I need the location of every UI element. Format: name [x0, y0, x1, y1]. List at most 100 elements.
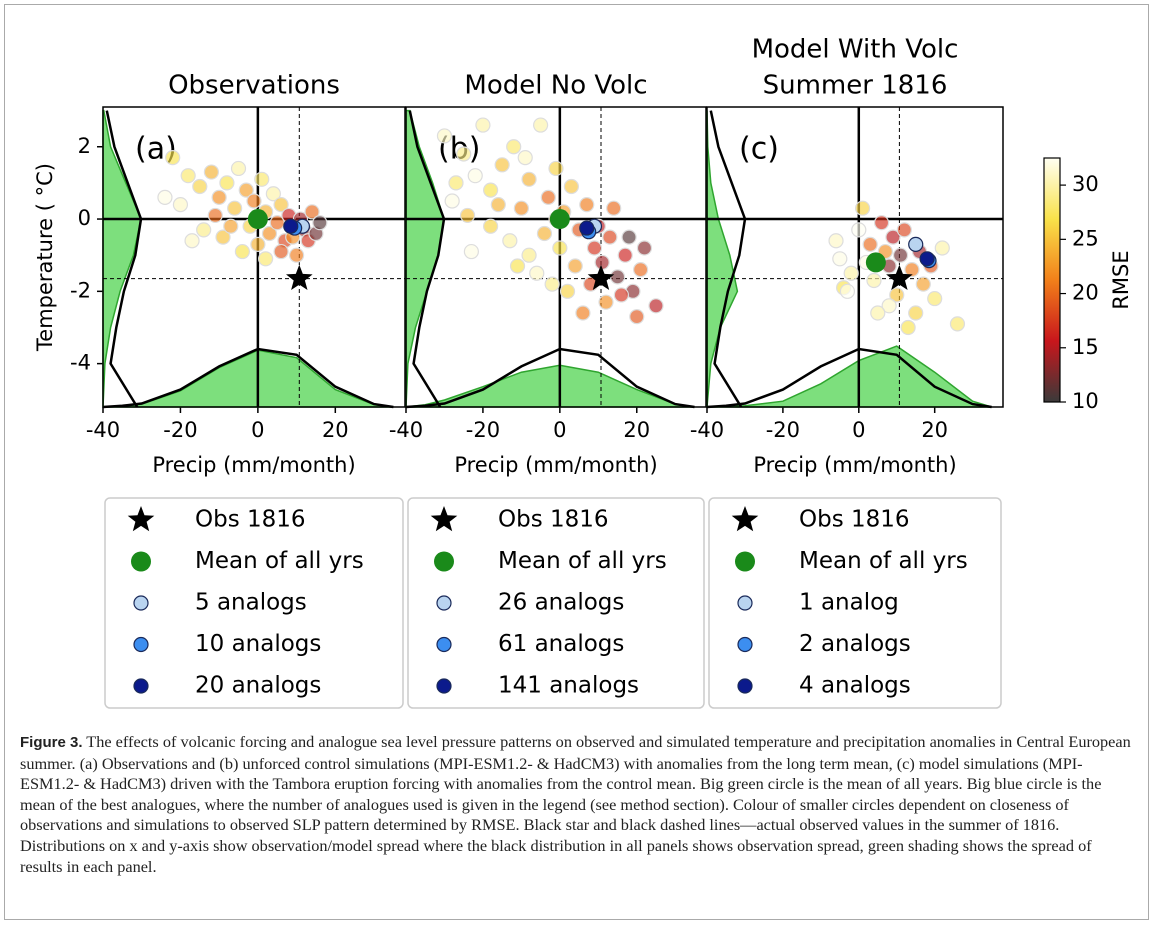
- rmse-point: [949, 316, 966, 332]
- legend-label: Obs 1816: [498, 507, 609, 533]
- figure-frame: [4, 4, 1149, 920]
- rmse-point: [203, 164, 220, 180]
- circle-marker: [247, 209, 268, 230]
- legend-label: 61 analogs: [498, 631, 624, 657]
- rmse-point: [219, 175, 235, 191]
- panel-title: Observations: [168, 71, 340, 101]
- circle-marker: [865, 252, 886, 273]
- rmse-point: [606, 200, 622, 216]
- colorbar-tick-label: 15: [1072, 335, 1099, 359]
- colorbar-tick-label: 25: [1072, 226, 1099, 250]
- rmse-point: [873, 215, 890, 231]
- rmse-point: [866, 272, 882, 289]
- axes-frame: [706, 106, 1004, 408]
- rmse-point: [304, 204, 320, 220]
- rmse-point: [436, 128, 453, 144]
- legend-label: Mean of all yrs: [498, 548, 667, 574]
- colorbar-label: RMSE: [1109, 250, 1133, 309]
- x-tick-label: 0: [852, 418, 865, 442]
- legend-marker: [434, 551, 454, 572]
- rmse-point: [223, 218, 239, 234]
- rmse-point: [854, 200, 871, 216]
- rmse-point: [172, 196, 189, 213]
- legend-label: 4 analogs: [799, 673, 911, 699]
- legend-marker: [737, 636, 753, 653]
- rmse-point: [828, 233, 844, 249]
- legend-label: Obs 1816: [799, 507, 910, 533]
- rmse-point: [238, 182, 254, 198]
- rmse-point: [548, 160, 564, 177]
- rmse-point: [490, 196, 506, 213]
- rmse-point: [261, 225, 278, 242]
- legend-marker: [430, 506, 458, 532]
- star-marker: [886, 264, 913, 290]
- rmse-point: [192, 178, 208, 195]
- colorbar-tick-label: 30: [1072, 172, 1099, 196]
- rmse-point: [273, 196, 289, 213]
- rmse-point: [870, 305, 886, 321]
- rmse-point: [273, 243, 289, 260]
- rmse-point: [889, 287, 905, 303]
- legend-marker: [436, 595, 452, 611]
- legend-marker: [731, 506, 759, 532]
- rmse-point: [934, 240, 950, 256]
- rmse-point: [648, 298, 664, 314]
- rmse-point: [467, 168, 483, 184]
- rmse-point: [636, 240, 653, 256]
- rmse-point: [444, 193, 460, 209]
- rmse-point: [602, 229, 618, 245]
- caption-text: The effects of volcanic forcing and anal…: [20, 732, 1131, 876]
- rmse-point: [598, 294, 614, 310]
- legend-label: 20 analogs: [195, 673, 321, 699]
- y-tick-label: -4: [70, 351, 91, 375]
- rmse-point: [196, 222, 212, 238]
- rmse-point: [927, 290, 943, 307]
- rmse-point: [207, 207, 223, 224]
- caption: Figure 3. The effects of volcanic forcin…: [20, 732, 1132, 877]
- x-axis-label: Precip (mm/month): [454, 453, 657, 477]
- x-density-observed: [102, 347, 394, 409]
- legend-box: [708, 497, 1002, 709]
- x-tick-label: -40: [690, 418, 724, 442]
- rmse-point: [881, 298, 897, 314]
- x-tick-label: -40: [86, 418, 120, 442]
- x-tick-label: -20: [766, 418, 800, 442]
- legend-label: 1 analog: [799, 590, 899, 616]
- panel-title: Summer 1816: [763, 71, 948, 101]
- rmse-point: [246, 193, 262, 209]
- y-density-observed: [105, 110, 143, 408]
- rmse-point: [579, 196, 595, 213]
- rmse-point: [843, 265, 859, 281]
- x-density-panel: [102, 349, 394, 408]
- rmse-point: [629, 309, 645, 325]
- x-tick-label: -20: [466, 418, 500, 442]
- rmse-point: [459, 207, 476, 224]
- legend-box: [104, 497, 404, 709]
- rmse-point: [885, 229, 901, 245]
- rmse-point: [157, 189, 173, 205]
- rmse-point: [575, 305, 591, 321]
- rmse-point: [617, 247, 633, 263]
- rmse-point: [463, 243, 479, 260]
- y-tick-label: -2: [70, 278, 91, 302]
- rmse-point: [586, 240, 603, 256]
- x-density-panel: [707, 345, 992, 408]
- rmse-point: [509, 258, 526, 274]
- rmse-point: [621, 229, 637, 245]
- circle-marker: [919, 251, 935, 267]
- rmse-point: [517, 150, 533, 166]
- x-tick-label: 20: [623, 418, 650, 442]
- x-tick-label: 0: [251, 418, 264, 442]
- panel-label: (c): [739, 132, 779, 167]
- star-marker: [587, 264, 615, 290]
- colorbar: [1043, 157, 1061, 403]
- rmse-point: [533, 117, 549, 133]
- rmse-point: [184, 233, 200, 249]
- rmse-point: [915, 276, 931, 292]
- rmse-point: [165, 150, 181, 166]
- x-tick-label: -40: [389, 418, 423, 442]
- rmse-point: [544, 276, 560, 292]
- legend-label: 141 analogs: [498, 673, 639, 699]
- legend-box: [407, 497, 705, 709]
- rmse-point: [851, 222, 867, 238]
